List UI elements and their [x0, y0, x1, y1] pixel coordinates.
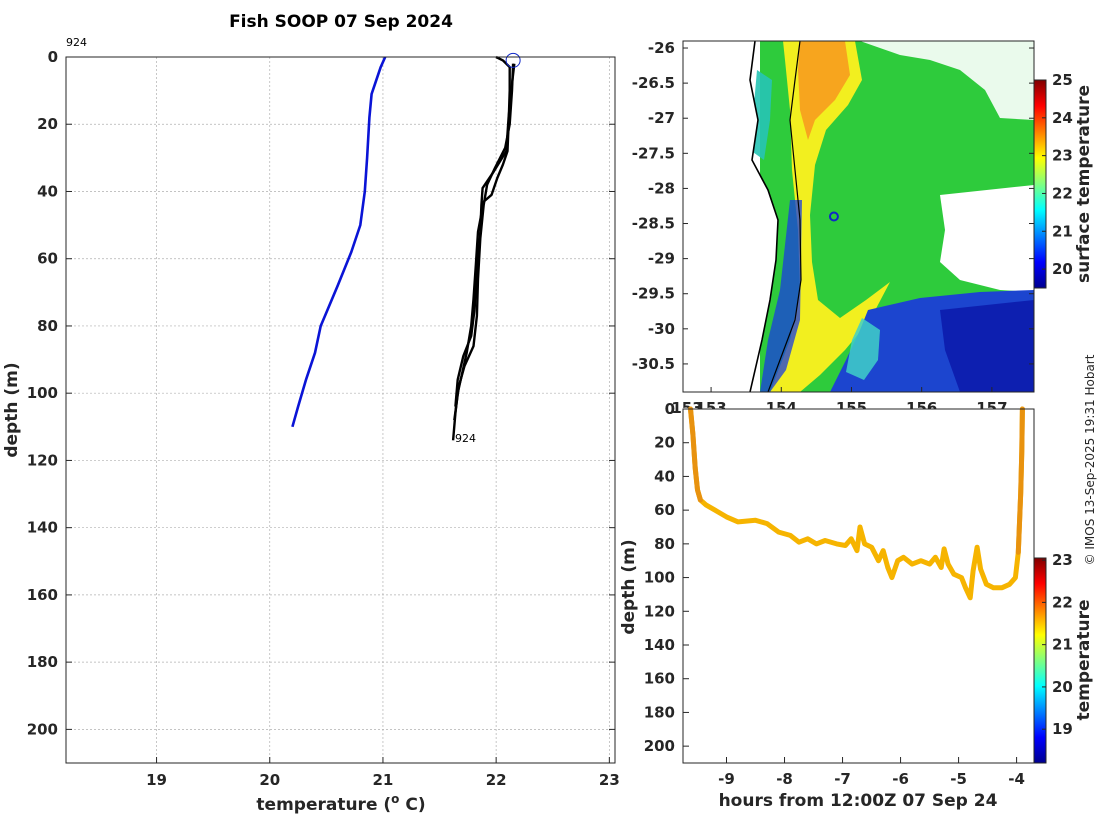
- profile-x-tick-label: 22: [486, 771, 507, 789]
- transect-y-tick-label: 40: [654, 467, 675, 485]
- sst-map: -26 -26.5 -27 -27.5 -28 -28.5 -29 -29.5 -30 -30.5…: [632, 39, 1094, 417]
- profile-line-profile-b: [454, 63, 516, 407]
- profile-axes-frame: [65, 56, 616, 764]
- transect-y-tick-label: 60: [654, 501, 675, 519]
- transect-y-tick-label: 20: [654, 434, 675, 452]
- transect-colorbar-tick-label: 23: [1052, 551, 1073, 569]
- transect-colorbar-ticks: 19 20 21 22 23: [1042, 551, 1073, 738]
- transect-x-ticks: -9 -8 -7 -6 -5 -4: [718, 757, 1025, 788]
- sst-y-tick-label: -30: [648, 320, 675, 338]
- profile-y-tick-label: 60: [37, 250, 58, 268]
- profile-x-ticks: 19 20 21 22 23: [146, 757, 620, 789]
- profile-y-tick-label: 100: [27, 384, 58, 402]
- sst-colorbar-tick-label: 21: [1052, 222, 1073, 240]
- transect-x-tick-label: -8: [776, 770, 793, 788]
- transect-series: [688, 406, 1025, 601]
- transect-x-label: hours from 12:00Z 07 Sep 24: [719, 791, 998, 811]
- profile-x-tick-label: 20: [259, 771, 280, 789]
- transect-x-tick-label: -5: [950, 770, 967, 788]
- transect-colorbar-tick-label: 22: [1052, 593, 1073, 611]
- profile-y-ticks: 0 20 40 60 80 100 120 140 160 180 200: [27, 48, 615, 738]
- sst-y-tick-label: -26: [648, 39, 675, 57]
- sst-colorbar-ticks: 20 21 22 23 24 25: [1042, 71, 1073, 278]
- profile-y-tick-label: 120: [27, 451, 58, 469]
- profile-surface-marker: [505, 52, 521, 68]
- sst-colorbar: [1033, 79, 1047, 289]
- sst-colorbar-tick-label: 20: [1052, 260, 1073, 278]
- transect-y-ticks: 0 20 40 60 80 100 120 140 160 180 200: [644, 400, 689, 755]
- sst-colorbar-tick-label: 25: [1052, 71, 1073, 89]
- sst-inshore-cool: [760, 200, 802, 392]
- profile-series: [291, 52, 521, 441]
- sst-cloud-east: [940, 185, 1034, 292]
- sst-current-hot: [798, 41, 850, 140]
- transect-y-tick-label: 0: [665, 400, 675, 418]
- transect-colorbar-tick-label: 19: [1052, 720, 1073, 738]
- profile-chart: 19 20 21 22 23 0 20 40 60 80 100 120 140 160 180 200 9…: [2, 36, 620, 815]
- profile-y-tick-label: 80: [37, 317, 58, 335]
- profile-x-tick-label: 21: [373, 771, 394, 789]
- transect-colorbar-label: temperature: [1074, 599, 1094, 720]
- transect-y-tick-label: 160: [644, 670, 675, 688]
- transect-colorbar: [1033, 557, 1047, 764]
- sst-cloud-top: [860, 41, 1034, 120]
- sst-y-tick-label: -28.5: [632, 215, 675, 233]
- transect-y-tick-label: 180: [644, 703, 675, 721]
- transect-line-start-segment: [688, 406, 703, 503]
- sst-land: [683, 41, 778, 392]
- profile-y-tick-label: 20: [37, 115, 58, 133]
- transect-x-tick-label: -9: [718, 770, 735, 788]
- sst-southern-cold: [940, 300, 1034, 392]
- sst-y-tick-label: -26.5: [632, 74, 675, 92]
- transect-line-tow-depth: [688, 406, 1025, 601]
- profile-line-profile-c: [453, 63, 515, 421]
- sst-position-marker: [828, 211, 839, 222]
- sst-y-tick-label: -28: [648, 179, 675, 197]
- transect-y-tick-label: 100: [644, 569, 675, 587]
- profile-x-tick-label: 19: [146, 771, 167, 789]
- sst-shelf-contour: [767, 41, 802, 392]
- transect-x-tick-label: -7: [834, 770, 851, 788]
- profile-y-tick-label: 160: [27, 586, 58, 604]
- transect-y-tick-label: 140: [644, 636, 675, 654]
- profile-x-tick-label: 23: [599, 771, 620, 789]
- transect-x-tick-label: -6: [892, 770, 909, 788]
- profile-annotation-top: 924: [66, 36, 87, 49]
- sst-colorbar-tick-label: 22: [1052, 184, 1073, 202]
- transect-colorbar-tick-label: 21: [1052, 636, 1073, 654]
- sst-y-tick-label: -30.5: [632, 355, 675, 373]
- transect-y-tick-label: 200: [644, 737, 675, 755]
- credit-text: © IMOS 13-Sep-2025 19:31 Hobart: [1083, 354, 1097, 565]
- profile-annotation-bottom: 924: [455, 432, 476, 445]
- profile-y-tick-label: 140: [27, 519, 58, 537]
- profile-line-climatology: [291, 56, 387, 428]
- transect-y-tick-label: 120: [644, 602, 675, 620]
- sst-coastline: [749, 41, 779, 392]
- sst-colorbar-tick-label: 23: [1052, 147, 1073, 165]
- profile-y-tick-label: 40: [37, 182, 58, 200]
- figure-title: Fish SOOP 07 Sep 2024: [229, 12, 453, 32]
- sst-y-tick-label: -27: [648, 109, 675, 127]
- sst-y-tick-label: -29: [648, 250, 675, 268]
- transect-line-end-segment: [1015, 406, 1025, 555]
- profile-y-tick-label: 180: [27, 653, 58, 671]
- transect-y-tick-label: 80: [654, 535, 675, 553]
- sst-colorbar-label: surface temperature: [1074, 85, 1094, 283]
- profile-y-tick-label: 200: [27, 720, 58, 738]
- sst-y-tick-label: -27.5: [632, 144, 675, 162]
- sst-y-tick-label: -29.5: [632, 285, 675, 303]
- profile-x-label: temperature (o C): [256, 792, 425, 815]
- transect-x-tick-label: -4: [1008, 770, 1025, 788]
- transect-chart: -9 -8 -7 -6 -5 -4 020406080100120140160180200…: [619, 400, 1094, 811]
- profile-y-tick-label: 0: [48, 48, 58, 66]
- transect-y-label: depth (m): [619, 539, 639, 634]
- sst-y-ticks: -26 -26.5 -27 -27.5 -28 -28.5 -29 -29.5 -30 -30.5: [632, 39, 1034, 373]
- sst-colorbar-tick-label: 24: [1052, 109, 1073, 127]
- profile-y-label: depth (m): [2, 362, 22, 457]
- sst-eddy: [846, 318, 880, 380]
- transect-colorbar-tick-label: 20: [1052, 678, 1073, 696]
